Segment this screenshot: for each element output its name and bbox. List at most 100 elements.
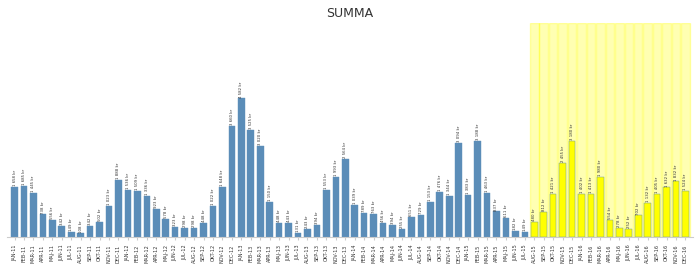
Text: 149 kr: 149 kr bbox=[69, 219, 73, 231]
Bar bbox=[624, 22, 633, 237]
Bar bbox=[418, 215, 424, 237]
Bar bbox=[408, 217, 414, 237]
Text: 651 kr: 651 kr bbox=[410, 204, 414, 216]
Text: 502 kr: 502 kr bbox=[97, 208, 102, 221]
Bar bbox=[682, 191, 689, 237]
Text: 298 kr: 298 kr bbox=[183, 214, 187, 227]
Bar bbox=[39, 214, 46, 237]
Text: 1 153 kr: 1 153 kr bbox=[428, 185, 433, 201]
Text: 1 553 kr: 1 553 kr bbox=[324, 173, 328, 189]
Text: 3 094 kr: 3 094 kr bbox=[456, 126, 461, 143]
Bar bbox=[87, 226, 93, 237]
Bar bbox=[181, 228, 188, 237]
Bar bbox=[615, 22, 624, 237]
Text: 1 132 kr: 1 132 kr bbox=[645, 185, 650, 202]
Text: 1 023 kr: 1 023 kr bbox=[107, 188, 111, 205]
Bar bbox=[475, 140, 481, 237]
Text: 149 kr: 149 kr bbox=[523, 219, 527, 231]
Text: 182 kr: 182 kr bbox=[513, 218, 517, 230]
Text: 738 kr: 738 kr bbox=[41, 201, 45, 214]
Bar bbox=[172, 227, 178, 237]
Text: 252 kr: 252 kr bbox=[626, 216, 631, 228]
Text: 1 509 kr: 1 509 kr bbox=[135, 174, 139, 190]
Bar bbox=[219, 187, 225, 237]
Bar bbox=[238, 99, 244, 237]
Bar bbox=[257, 146, 263, 237]
Bar bbox=[568, 22, 576, 237]
Bar bbox=[314, 225, 320, 237]
Text: 2 564 kr: 2 564 kr bbox=[343, 142, 347, 158]
Bar bbox=[673, 181, 680, 237]
Bar bbox=[522, 232, 528, 237]
Bar bbox=[662, 22, 671, 237]
Text: 2 455 kr: 2 455 kr bbox=[561, 146, 565, 162]
Text: 448 kr: 448 kr bbox=[277, 210, 281, 222]
Bar bbox=[559, 22, 567, 237]
Text: 1 039 kr: 1 039 kr bbox=[353, 188, 357, 204]
Text: 923 kr: 923 kr bbox=[154, 195, 158, 208]
Text: 1 402 kr: 1 402 kr bbox=[580, 177, 584, 194]
Text: 556 kr: 556 kr bbox=[50, 207, 55, 219]
Bar bbox=[549, 22, 557, 237]
Bar bbox=[106, 206, 112, 237]
Bar bbox=[456, 143, 462, 237]
Title: SUMMA: SUMMA bbox=[326, 7, 374, 20]
Bar bbox=[229, 126, 235, 237]
Text: 578 kr: 578 kr bbox=[164, 206, 168, 218]
Text: 1 022 kr: 1 022 kr bbox=[211, 188, 215, 205]
Text: 3 660 kr: 3 660 kr bbox=[230, 109, 234, 125]
Bar bbox=[276, 223, 282, 237]
Bar bbox=[578, 22, 586, 237]
Bar bbox=[634, 22, 643, 237]
Text: 702 kr: 702 kr bbox=[636, 202, 641, 215]
Bar bbox=[446, 196, 452, 237]
Text: 131 kr: 131 kr bbox=[296, 219, 300, 232]
Bar bbox=[380, 223, 386, 237]
Text: 837 kr: 837 kr bbox=[494, 198, 498, 211]
Bar bbox=[389, 225, 396, 237]
Bar bbox=[191, 228, 197, 237]
Bar bbox=[59, 226, 65, 237]
Bar bbox=[540, 22, 548, 237]
Text: 456 kr: 456 kr bbox=[381, 210, 385, 222]
Bar bbox=[78, 233, 84, 237]
Bar bbox=[578, 194, 584, 237]
Text: 554 kr: 554 kr bbox=[608, 207, 612, 219]
Bar bbox=[569, 141, 575, 237]
Bar bbox=[645, 202, 651, 237]
Bar bbox=[664, 187, 670, 237]
Text: 729 kr: 729 kr bbox=[419, 201, 423, 214]
Bar bbox=[68, 232, 74, 237]
Bar bbox=[116, 180, 122, 237]
Text: 298 kr: 298 kr bbox=[192, 214, 196, 227]
Text: 342 kr: 342 kr bbox=[88, 213, 92, 225]
Text: 789 kr: 789 kr bbox=[362, 199, 366, 212]
Bar bbox=[144, 196, 150, 237]
Bar bbox=[512, 231, 519, 237]
Bar bbox=[323, 190, 330, 237]
Text: 480 kr: 480 kr bbox=[532, 209, 536, 221]
Text: 448 kr: 448 kr bbox=[202, 210, 206, 222]
Bar bbox=[550, 194, 556, 237]
Text: 1 832 kr: 1 832 kr bbox=[674, 164, 678, 181]
Text: 1 405 kr: 1 405 kr bbox=[655, 177, 659, 193]
Bar bbox=[304, 229, 311, 237]
Text: 1 150 kr: 1 150 kr bbox=[267, 185, 272, 201]
Text: 394 kr: 394 kr bbox=[315, 211, 319, 224]
Bar bbox=[643, 22, 652, 237]
Bar bbox=[332, 177, 339, 237]
Bar bbox=[681, 22, 690, 237]
Text: 1 888 kr: 1 888 kr bbox=[116, 163, 120, 179]
Text: 1 524 kr: 1 524 kr bbox=[683, 174, 687, 190]
Text: 443 kr: 443 kr bbox=[286, 210, 290, 222]
Bar bbox=[153, 209, 160, 237]
Bar bbox=[20, 186, 27, 237]
Bar bbox=[286, 223, 292, 237]
Text: 1 463 kr: 1 463 kr bbox=[485, 176, 489, 192]
Text: 278 kr: 278 kr bbox=[617, 215, 622, 227]
Bar bbox=[162, 219, 169, 237]
Text: 4 582 kr: 4 582 kr bbox=[239, 81, 244, 97]
Text: 1 685 kr: 1 685 kr bbox=[22, 169, 26, 185]
Bar bbox=[125, 190, 131, 237]
Bar bbox=[210, 206, 216, 237]
